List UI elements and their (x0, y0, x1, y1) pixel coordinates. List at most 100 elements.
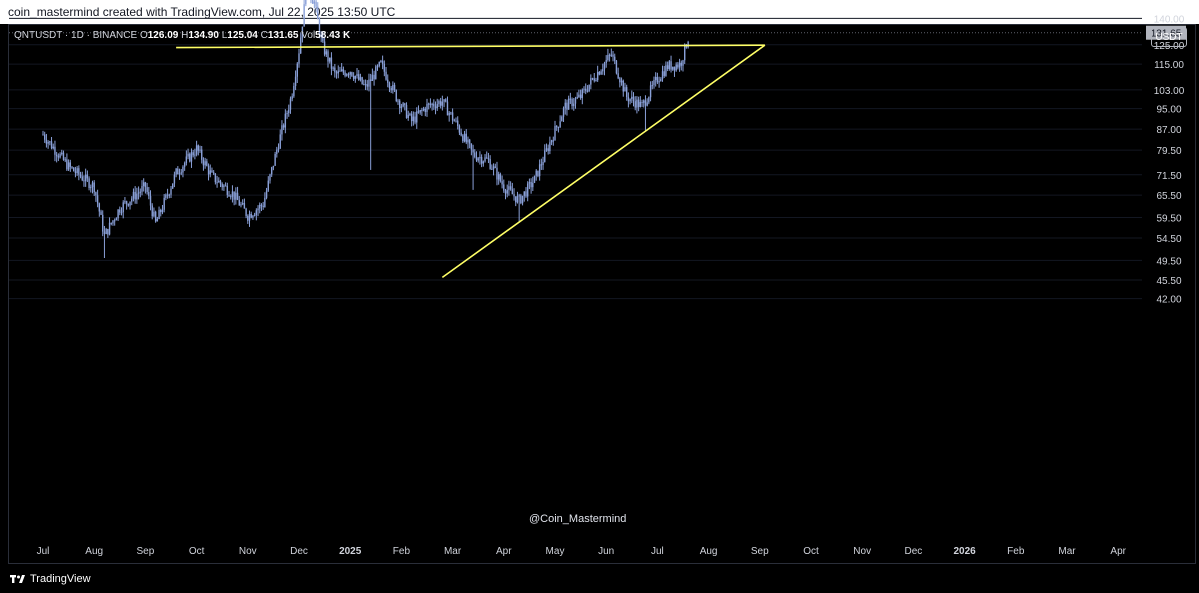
candle-body (424, 108, 426, 113)
x-tick-label: Nov (853, 546, 871, 557)
candle-body (74, 171, 77, 174)
candle-body (486, 157, 488, 159)
candle-body (378, 62, 380, 67)
candle-body (538, 164, 541, 177)
low-label: L (221, 30, 228, 41)
x-tick-label: Jul (651, 546, 664, 557)
candle-body (636, 99, 638, 108)
x-tick-label: Dec (290, 546, 308, 557)
candle-body (463, 133, 466, 142)
candle-body (422, 108, 425, 111)
candle-body (547, 148, 549, 152)
candle-body (298, 53, 300, 64)
candle-body (438, 101, 440, 105)
candle-body (356, 74, 358, 76)
candle-body (158, 209, 160, 219)
candle-body (497, 174, 500, 180)
x-tick-label: May (546, 546, 565, 557)
candle-body (441, 101, 444, 106)
candle-body (573, 103, 575, 107)
candle-body (656, 76, 659, 83)
candle-body (525, 191, 527, 197)
candle-body (103, 231, 106, 234)
candle-body (600, 71, 602, 75)
candle-body (62, 152, 65, 160)
candle-body (388, 82, 391, 88)
candle-body (81, 176, 83, 181)
candle-body (491, 168, 493, 170)
x-tick-label: Mar (444, 546, 462, 557)
candle-body (330, 57, 333, 69)
currency-button[interactable]: USDT (1151, 27, 1187, 47)
last-price-badge (1146, 25, 1186, 40)
candle-body (311, 0, 314, 4)
candle-body (439, 101, 442, 106)
candle-body (313, 1, 316, 4)
candle-body (528, 182, 531, 184)
candle-body (289, 98, 292, 110)
candle-body (566, 102, 568, 110)
candle-body (661, 71, 664, 80)
y-tick-label: 79.50 (1156, 146, 1181, 157)
candle-body (627, 96, 630, 102)
candle-body (175, 168, 177, 175)
candle-body (665, 65, 667, 76)
y-tick-label: 115.00 (1154, 60, 1184, 71)
candle-body (248, 213, 251, 221)
candle-body (91, 182, 94, 188)
candle-body (90, 187, 92, 189)
candle-body (581, 89, 584, 99)
candle-body (52, 146, 54, 149)
candle-body (300, 37, 302, 54)
candle-body (216, 182, 218, 184)
candle-body (136, 193, 138, 200)
candle-body (583, 88, 585, 90)
candle-body (107, 228, 109, 235)
volume-label: Vol (301, 30, 316, 41)
candle-body (197, 145, 200, 151)
candle-body (347, 74, 350, 76)
candle-body (108, 222, 111, 235)
candle-body (84, 174, 87, 182)
candle-body (409, 113, 411, 115)
candle-body (554, 126, 556, 141)
low-value: 125.04 (227, 30, 258, 41)
candle-body (146, 187, 148, 192)
open-label: O (139, 30, 148, 41)
candle-body (504, 190, 507, 194)
candle-body (468, 139, 471, 144)
candle-body (329, 57, 331, 62)
candle-body (666, 65, 669, 69)
candle-body (639, 102, 642, 107)
chart-frame[interactable] (8, 24, 1196, 564)
candle-body (183, 163, 186, 167)
candle-body (472, 149, 474, 153)
x-tick-label: Jun (598, 546, 614, 557)
tradingview-logo[interactable]: TradingView (10, 573, 91, 585)
candle-body (131, 198, 133, 202)
candle-body (233, 191, 235, 200)
volume-value: 58.43 K (315, 30, 351, 41)
candle-body (344, 72, 346, 76)
candle-body (262, 205, 264, 208)
x-tick-label: Aug (85, 546, 103, 557)
candle-body (654, 76, 657, 81)
candle-body (578, 94, 580, 97)
x-tick-label: Sep (137, 546, 155, 557)
candle-body (187, 153, 189, 157)
candle-body (241, 203, 244, 205)
candle-body (168, 194, 170, 196)
candle-body (670, 61, 672, 70)
candle-body (218, 180, 220, 183)
candle-body (648, 97, 650, 103)
candle-body (398, 100, 401, 108)
candle-body (556, 126, 558, 128)
candle-body (380, 60, 382, 63)
candle-body (122, 202, 124, 213)
candle-body (596, 72, 599, 81)
candle-body (443, 99, 445, 102)
candle-body (277, 148, 280, 150)
x-tick-label: 2025 (339, 546, 362, 557)
candle-body (282, 125, 285, 128)
